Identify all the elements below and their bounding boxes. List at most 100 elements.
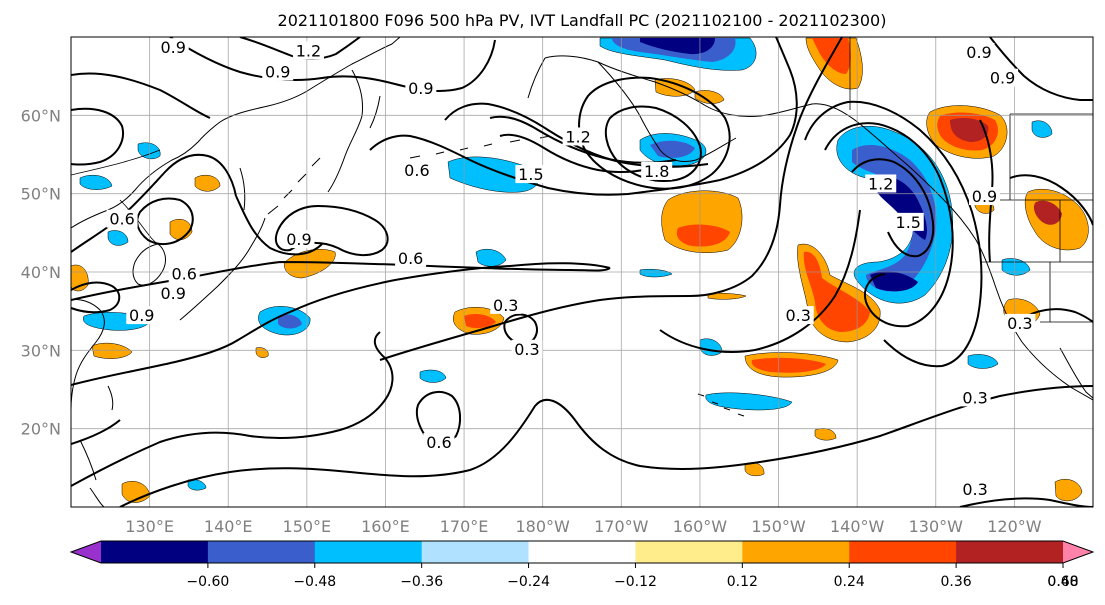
- positive-anomaly-patch: [284, 249, 336, 279]
- negative-anomaly-patch: [107, 230, 129, 246]
- contour-0.9-loop-west: [71, 107, 124, 166]
- positive-anomaly-patch: [751, 357, 826, 373]
- contour-1.8-cutoff: [578, 76, 731, 190]
- contour-0.3-west-low: [71, 419, 121, 445]
- contour-label: 1.5: [518, 165, 543, 184]
- contour-label: 1.2: [565, 127, 590, 146]
- colorbar-tick-label: 0.48: [1047, 574, 1078, 590]
- contour-0.3-main: [71, 265, 511, 386]
- coastline-seward: [527, 57, 546, 99]
- map-frame: [70, 36, 1094, 508]
- contour-label-bg: [865, 174, 897, 193]
- contour-0.6-trough-outer: [689, 37, 843, 297]
- colorbar-outline: [69, 540, 1095, 564]
- colorbar-tick-label: −0.24: [507, 574, 550, 590]
- longitude-label: 130°E: [125, 517, 174, 536]
- contour-0.3-trough-outer: [659, 209, 861, 353]
- coastline-sakhalin: [239, 167, 246, 211]
- coastline-kamchatka-east: [369, 95, 381, 129]
- latitude-label: 60°N: [21, 106, 61, 125]
- contour-label: 0.3: [1007, 314, 1032, 333]
- longitude-label: 150°W: [751, 517, 806, 536]
- contour-0.3-small-loop: [503, 313, 538, 346]
- contour-label-bg: [987, 68, 1019, 87]
- contour-label-bg: [782, 306, 814, 325]
- longitude-labels: 130°E 140°E 150°E 160°E 170°E 180°W 170°W 160°W…: [125, 517, 1041, 536]
- contour-0.3-se: [509, 262, 611, 269]
- positive-anomaly-patch: [464, 314, 496, 329]
- contour-label: 0.6: [171, 265, 196, 284]
- coastline-baja: [1059, 347, 1093, 399]
- contour-label-bg: [168, 264, 200, 283]
- contour-0.9-north: [169, 37, 496, 92]
- contour-0.9-inner-west: [136, 197, 194, 246]
- contour-label: 0.9: [990, 69, 1015, 88]
- contour-label-bg: [126, 306, 158, 325]
- colorbar-tick-label: 0.24: [834, 574, 865, 590]
- negative-anomaly-patch: [419, 369, 447, 383]
- contour-label: 0.6: [398, 249, 423, 268]
- contour-0.6-south-loop: [415, 390, 462, 443]
- colorbar-extend-min: [71, 541, 101, 563]
- positive-anomaly-patch: [950, 118, 989, 142]
- contour-1.5-trough: [851, 158, 935, 258]
- coastline-kamchatka: [327, 69, 363, 193]
- contour-label: 0.9: [408, 79, 433, 98]
- contour-label-bg: [106, 209, 138, 228]
- negative-anomaly-patch: [852, 145, 937, 292]
- negative-anomaly-patch: [870, 271, 918, 292]
- positive-anomaly-patch: [654, 78, 696, 97]
- contour-label-bg: [292, 41, 324, 60]
- contour-label-bg: [283, 230, 315, 249]
- contour-label: 0.6: [426, 433, 451, 452]
- contour-label: 1.2: [868, 174, 893, 193]
- contour-label: 0.6: [109, 210, 134, 229]
- pv-contours: [71, 37, 1093, 507]
- contour-label: 1.8: [644, 162, 669, 181]
- contour-0.9-trough: [804, 100, 983, 368]
- longitude-label: 160°E: [361, 517, 410, 536]
- contour-1.5-cutoff: [604, 105, 702, 182]
- coastline-japan: [179, 217, 266, 321]
- contour-label-bg: [969, 187, 1001, 206]
- colorbar-segment: [956, 541, 1064, 563]
- coastline-asia: [71, 37, 401, 229]
- contour-label-bg: [641, 161, 673, 180]
- contour-label-bg: [959, 388, 991, 407]
- coastline-hawaii: [697, 393, 745, 417]
- longitude-label: 170°E: [440, 517, 489, 536]
- negative-anomaly-patch: [475, 249, 507, 267]
- contour-0.3-east: [1019, 308, 1093, 323]
- latitude-label: 20°N: [21, 420, 61, 439]
- longitude-label: 140°W: [830, 517, 885, 536]
- negative-anomaly-patch: [278, 314, 302, 329]
- colorbar-tick-label: −0.12: [614, 574, 657, 590]
- latitude-label: 30°N: [21, 341, 61, 360]
- contour-0.3-subtropical: [71, 331, 394, 487]
- contour-0.6-main: [71, 260, 611, 301]
- positive-anomaly-patch: [707, 292, 747, 300]
- contour-label-bg: [959, 479, 991, 498]
- colorbar-tick-label: −0.48: [293, 574, 336, 590]
- contour-label-bg: [1004, 313, 1036, 332]
- longitude-label: 160°W: [673, 517, 728, 536]
- longitude-label: 170°W: [594, 517, 649, 536]
- negative-anomaly-patch: [650, 140, 695, 158]
- contour-label: 0.3: [785, 306, 810, 325]
- colorbar-extend-max: [1063, 541, 1093, 563]
- negative-anomaly-patch: [967, 354, 999, 369]
- negative-anomaly-patch: [79, 175, 113, 190]
- contour-label-bg: [157, 38, 189, 57]
- negative-anomaly-patch: [137, 142, 161, 160]
- contour-label-bg: [511, 339, 543, 358]
- longitude-label: 140°E: [204, 517, 253, 536]
- contour-labels: 1.20.90.90.90.61.21.5 1.80.90.60.60.90.90…: [106, 38, 1036, 499]
- map-plot-area: 1.20.90.90.90.61.21.5 1.80.90.60.60.90.90…: [71, 37, 1093, 507]
- colorbar-segment: [849, 541, 957, 563]
- contour-label-bg: [262, 62, 294, 81]
- negative-anomaly-patch: [705, 392, 793, 411]
- contour-0.6-ring: [235, 195, 323, 256]
- contour-label: 0.6: [404, 161, 429, 180]
- longitude-label: 150°E: [283, 517, 332, 536]
